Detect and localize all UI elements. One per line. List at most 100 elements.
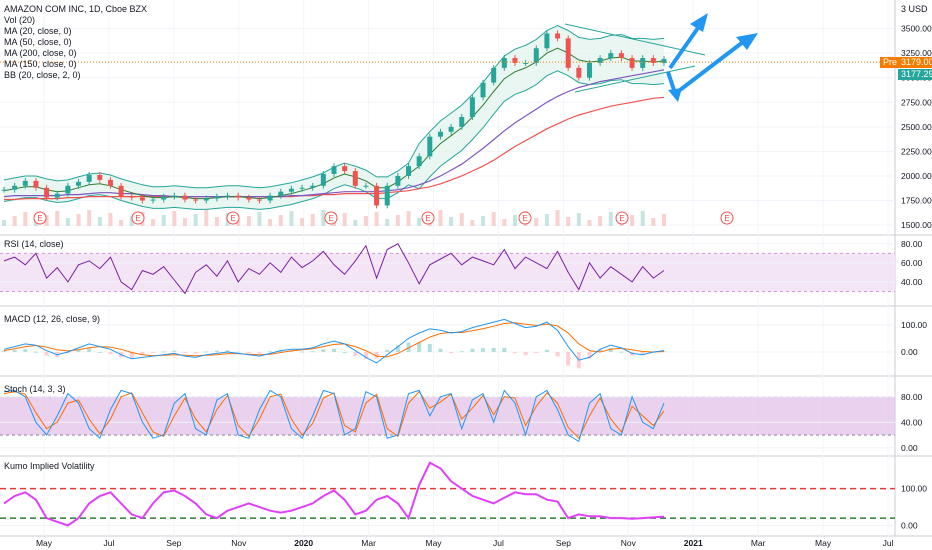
- kumo-pane-title: Kumo Implied Volatility: [4, 461, 95, 471]
- legend-line-ma200: MA (200, close, 0): [4, 48, 77, 58]
- volume-bar: [12, 216, 17, 226]
- volume-bar: [353, 220, 358, 226]
- macd-histogram-bar: [619, 351, 624, 353]
- x-axis-label: May: [426, 538, 443, 548]
- candle-body: [544, 33, 550, 49]
- macd-histogram-bar: [321, 349, 326, 352]
- macd-histogram-bar: [140, 352, 145, 355]
- candle-body: [480, 82, 486, 98]
- bollinger-band-fill: [4, 25, 664, 210]
- earnings-marker-label: E: [619, 214, 624, 223]
- volume-bar: [576, 213, 581, 226]
- arrow-up-right-shaft: [678, 40, 745, 92]
- macd-histogram-bar: [406, 342, 411, 352]
- candle-body: [523, 62, 529, 64]
- pre-label: Pre: [880, 57, 901, 68]
- volume-bar: [2, 220, 6, 226]
- earnings-marker: [421, 211, 435, 225]
- candle-body: [597, 58, 603, 63]
- macd-histogram-bar: [310, 351, 315, 353]
- candle-body: [576, 67, 582, 78]
- volume-bar: [65, 218, 70, 226]
- ma50-line: [3, 47, 665, 200]
- earnings-marker: [324, 211, 338, 225]
- usd-label: 3 USD: [901, 4, 928, 14]
- macd-histogram-bar: [214, 350, 219, 352]
- pre-value-tag: 3179.00: [898, 57, 932, 68]
- candle-body: [331, 166, 337, 174]
- candle-body: [342, 166, 348, 172]
- macd-histogram-bar: [544, 349, 549, 352]
- candle-body: [565, 38, 571, 68]
- volume-bar: [502, 219, 507, 226]
- macd-pane-title: MACD (12, 26, close, 9): [4, 314, 101, 324]
- arrow-up-left-shaft: [668, 23, 702, 70]
- volume-bar: [321, 210, 326, 226]
- macd-histogram-bar: [481, 348, 486, 352]
- earnings-marker-label: E: [230, 214, 235, 223]
- macd-histogram-bar: [300, 351, 305, 353]
- macd-histogram-bar: [87, 348, 92, 352]
- arrow-down-head: [668, 88, 682, 102]
- macd-histogram-bar: [449, 352, 454, 353]
- rsi-band-fill: [0, 253, 895, 292]
- macd-histogram-bar: [523, 352, 528, 356]
- legend-line-bb: BB (20, close, 2, 0): [4, 70, 81, 80]
- macd-histogram-bar: [534, 352, 539, 353]
- rsi-pane-title: RSI (14, close): [4, 239, 64, 249]
- volume-bar: [172, 211, 177, 226]
- volume-bar: [438, 210, 443, 226]
- macd-histogram-bar: [65, 352, 70, 354]
- candle-body: [320, 173, 326, 186]
- volume-bar: [470, 220, 475, 226]
- legend-line-vol: Vol (20): [4, 15, 36, 25]
- price-tick-label: 1750.00: [901, 196, 932, 206]
- macd-histogram-bar: [129, 352, 134, 359]
- volume-bar: [406, 211, 411, 226]
- candle-body: [427, 136, 433, 157]
- macd-histogram-bar: [438, 348, 443, 352]
- candle-body: [299, 187, 305, 189]
- macd-histogram-bar: [417, 342, 422, 352]
- candle-body: [608, 53, 614, 59]
- macd-line: [3, 318, 665, 364]
- macd-histogram-bar: [459, 351, 464, 353]
- candle-body: [352, 171, 358, 186]
- earnings-marker-label: E: [522, 214, 527, 223]
- volume-bar: [289, 211, 294, 226]
- rsi-tick-label: 80.00: [901, 239, 923, 249]
- volume-bar: [268, 219, 273, 226]
- volume-bar: [662, 214, 666, 226]
- volume-bar: [651, 218, 656, 226]
- volume-bar: [566, 217, 571, 226]
- candle-body: [22, 180, 28, 186]
- candle-body: [363, 185, 369, 187]
- macd-histogram-bar: [385, 349, 390, 352]
- symbol-title: AMAZON COM INC, 1D, Cboe BZX: [4, 4, 148, 14]
- candle-body: [214, 196, 220, 199]
- candle-body: [491, 67, 497, 83]
- stoch-tick-label: 0.00: [901, 443, 918, 453]
- macd-histogram-bar: [566, 352, 571, 366]
- candle-body: [278, 191, 284, 196]
- earnings-marker: [615, 211, 629, 225]
- macd-tick-label: 0.00: [901, 347, 918, 357]
- price-tick-label: 2000.00: [901, 171, 932, 181]
- ma150-line: [3, 69, 665, 198]
- candle-body: [661, 59, 667, 63]
- volume-bar: [395, 215, 400, 226]
- candle-body: [384, 185, 390, 206]
- macd-histogram-bar: [172, 350, 177, 352]
- stoch-k-line: [3, 389, 665, 443]
- stoch-d-line: [3, 390, 665, 440]
- volume-bar: [97, 217, 102, 226]
- macd-histogram-bar: [608, 347, 613, 352]
- candle-body: [629, 58, 635, 68]
- volume-bar: [512, 215, 517, 226]
- macd-histogram-bar: [161, 351, 166, 353]
- candle-body: [501, 58, 507, 68]
- macd-histogram-bar: [33, 351, 38, 353]
- volume-bar: [246, 216, 251, 226]
- volume-bar: [587, 220, 592, 226]
